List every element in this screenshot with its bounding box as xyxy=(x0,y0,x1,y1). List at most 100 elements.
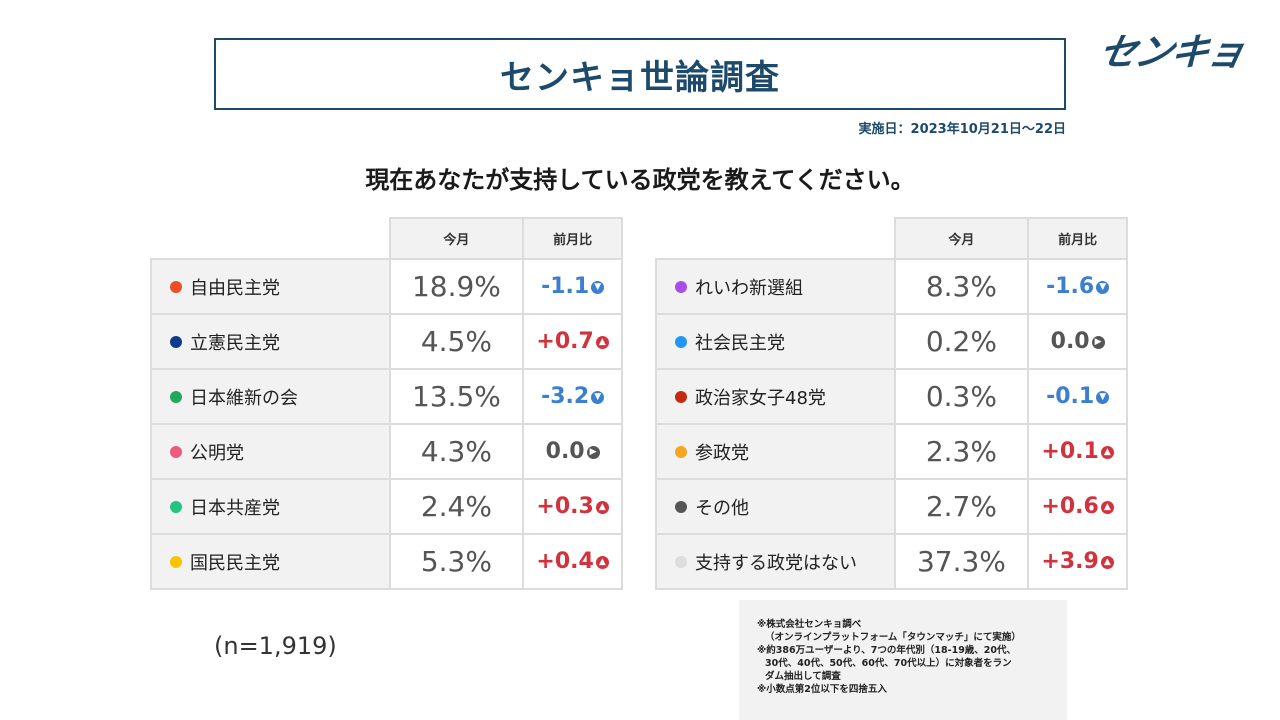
party-cell: 日本維新の会 xyxy=(150,368,391,425)
party-cell: 支持する政党はない xyxy=(655,533,896,590)
party-name: 参政党 xyxy=(695,442,749,464)
change-cell: -1.6 ▼ xyxy=(1027,258,1128,315)
change-cell: 0.0 ▶ xyxy=(1027,313,1128,370)
change-cell: 0.0 ▶ xyxy=(522,423,623,480)
party-color-dot xyxy=(170,500,182,513)
note-line: （オンラインプラットフォーム「タウンマッチ」にて実施） xyxy=(765,632,1021,643)
party-color-dot xyxy=(170,280,182,293)
current-percent: 5.3% xyxy=(388,533,525,590)
survey-question: 現在あなたが支持している政党を教えてください。 xyxy=(365,166,915,194)
current-percent: 2.3% xyxy=(893,423,1030,480)
change-value: +0.3 xyxy=(536,494,594,519)
change-value: +0.4 xyxy=(536,549,594,574)
party-color-dot xyxy=(675,555,687,568)
current-percent: 0.2% xyxy=(893,313,1030,370)
survey-date: 実施日：2023年10月21日〜22日 xyxy=(858,122,1066,137)
note-line: ※株式会社センキョ調べ xyxy=(757,619,862,630)
party-cell: 日本共産党 xyxy=(150,478,391,535)
party-color-dot xyxy=(675,500,687,513)
sample-size: (n=1,919) xyxy=(214,632,337,660)
party-color-dot xyxy=(675,390,687,403)
change-cell: +3.9 ▲ xyxy=(1027,533,1128,590)
change-cell: +0.1 ▲ xyxy=(1027,423,1128,480)
party-cell: れいわ新選組 xyxy=(655,258,896,315)
current-percent: 0.3% xyxy=(893,368,1030,425)
note-line: ※約386万ユーザーより、7つの年代別（18-19歳、20代、 xyxy=(757,645,1017,656)
change-cell: +0.3 ▲ xyxy=(522,478,623,535)
change-cell: +0.6 ▲ xyxy=(1027,478,1128,535)
arrow-up-icon: ▲ xyxy=(595,555,609,569)
party-name: その他 xyxy=(695,497,749,519)
current-percent: 4.3% xyxy=(388,423,525,480)
table-row: 公明党 4.3% 0.0 ▶ xyxy=(150,423,623,480)
arrow-right-icon: ▶ xyxy=(1091,335,1105,349)
current-percent: 2.4% xyxy=(388,478,525,535)
party-cell: 自由民主党 xyxy=(150,258,391,315)
page-title: センキョ世論調査 xyxy=(500,57,780,98)
party-cell: 国民民主党 xyxy=(150,533,391,590)
party-name: 立憲民主党 xyxy=(190,332,280,354)
arrow-up-icon: ▲ xyxy=(1100,500,1114,514)
party-color-dot xyxy=(170,445,182,458)
party-cell: 社会民主党 xyxy=(655,313,896,370)
arrow-up-icon: ▲ xyxy=(595,335,609,349)
current-percent: 2.7% xyxy=(893,478,1030,535)
current-percent: 8.3% xyxy=(893,258,1030,315)
party-cell: 立憲民主党 xyxy=(150,313,391,370)
note-line: 30代、40代、50代、60代、70代以上）に対象者をラン xyxy=(765,658,1012,669)
party-name: 日本共産党 xyxy=(190,497,280,519)
arrow-up-icon: ▲ xyxy=(595,500,609,514)
senkyo-logo: センキョ xyxy=(1094,24,1250,74)
change-cell: +0.4 ▲ xyxy=(522,533,623,590)
change-value: -0.1 xyxy=(1046,384,1095,409)
arrow-down-icon: ▼ xyxy=(1096,390,1110,404)
party-cell: 政治家女子48党 xyxy=(655,368,896,425)
table-row: 自由民主党 18.9% -1.1 ▼ xyxy=(150,258,623,315)
party-name: 国民民主党 xyxy=(190,552,280,574)
change-value: 0.0 xyxy=(545,439,585,464)
current-percent: 13.5% xyxy=(388,368,525,425)
arrow-up-icon: ▲ xyxy=(1100,445,1114,459)
title-box: センキョ世論調査 xyxy=(214,38,1066,110)
table-row: 支持する政党はない 37.3% +3.9 ▲ xyxy=(655,533,1128,590)
change-value: 0.0 xyxy=(1050,329,1090,354)
table-row: 政治家女子48党 0.3% -0.1 ▼ xyxy=(655,368,1128,425)
right-table-body: れいわ新選組 8.3% -1.6 ▼ 社会民主党 0.2% 0.0 ▶ 政治家女子48党 0.3%… xyxy=(655,258,1128,590)
table-row: その他 2.7% +0.6 ▲ xyxy=(655,478,1128,535)
party-cell: その他 xyxy=(655,478,896,535)
party-name: 公明党 xyxy=(190,442,244,464)
party-color-dot xyxy=(675,445,687,458)
arrow-right-icon: ▶ xyxy=(586,445,600,459)
change-value: -1.6 xyxy=(1046,274,1095,299)
change-value: +0.1 xyxy=(1041,439,1099,464)
table-row: 社会民主党 0.2% 0.0 ▶ xyxy=(655,313,1128,370)
note-line: ダム抽出して調査 xyxy=(765,671,841,682)
change-header: 前月比 xyxy=(522,217,623,260)
table-row: 参政党 2.3% +0.1 ▲ xyxy=(655,423,1128,480)
logo-text: センキョ xyxy=(1094,29,1248,74)
party-cell: 参政党 xyxy=(655,423,896,480)
change-value: +0.6 xyxy=(1041,494,1099,519)
current-month-header: 今月 xyxy=(388,217,525,260)
arrow-up-icon: ▲ xyxy=(1100,555,1114,569)
change-value: -1.1 xyxy=(541,274,590,299)
party-name: 自由民主党 xyxy=(190,277,280,299)
party-name: 支持する政党はない xyxy=(695,552,857,574)
change-header: 前月比 xyxy=(1027,217,1128,260)
change-value: +3.9 xyxy=(1041,549,1099,574)
left-table-body: 自由民主党 18.9% -1.1 ▼ 立憲民主党 4.5% +0.7 ▲ 日本維新の会 13.5%… xyxy=(150,258,623,590)
party-cell: 公明党 xyxy=(150,423,391,480)
party-column-header xyxy=(656,218,895,260)
current-month-header: 今月 xyxy=(893,217,1030,260)
table-row: れいわ新選組 8.3% -1.6 ▼ xyxy=(655,258,1128,315)
table-row: 立憲民主党 4.5% +0.7 ▲ xyxy=(150,313,623,370)
party-name: 社会民主党 xyxy=(695,332,785,354)
left-results-table: 今月 前月比 自由民主党 18.9% -1.1 ▼ 立憲民主党 4.5% +0.7 ▲ 日本維新… xyxy=(150,217,623,590)
party-color-dot xyxy=(170,390,182,403)
change-cell: -3.2 ▼ xyxy=(522,368,623,425)
current-percent: 37.3% xyxy=(893,533,1030,590)
party-color-dot xyxy=(675,280,687,293)
party-color-dot xyxy=(170,335,182,348)
change-value: +0.7 xyxy=(536,329,594,354)
change-value: -3.2 xyxy=(541,384,590,409)
